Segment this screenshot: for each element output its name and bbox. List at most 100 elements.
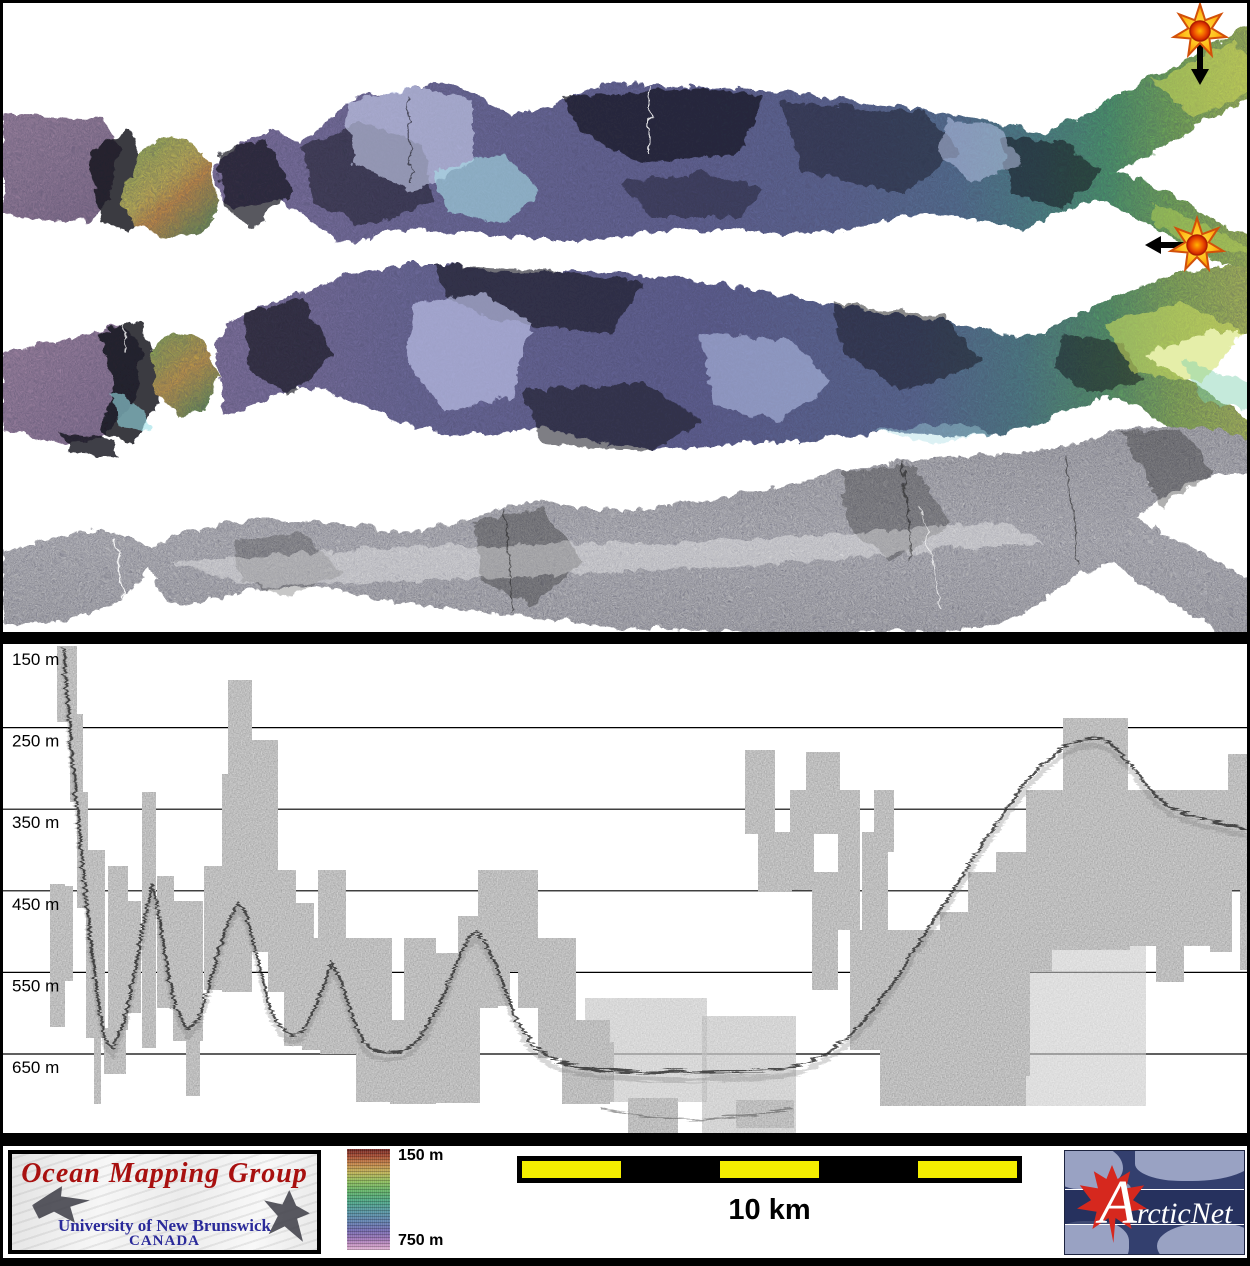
backscatter-dark-patch bbox=[1120, 426, 1210, 505]
panel-divider-bottom bbox=[0, 1133, 1250, 1146]
bathy2-light-patch bbox=[1180, 360, 1250, 408]
bathy1-dark-patch bbox=[620, 170, 760, 215]
coverage-block bbox=[390, 1020, 436, 1104]
omg-country-line: CANADA bbox=[129, 1233, 200, 1249]
backscatter-bright-band bbox=[170, 520, 1040, 585]
sun-illumination-left bbox=[1145, 214, 1227, 273]
survey-track-line bbox=[1061, 451, 1077, 563]
survey-track-line bbox=[121, 299, 127, 353]
depth-label: 350 m bbox=[12, 813, 59, 832]
depth-color-scale bbox=[347, 1149, 390, 1250]
depth-label: 650 m bbox=[12, 1058, 59, 1077]
scale-bar-segment bbox=[621, 1161, 720, 1178]
coverage-block bbox=[64, 886, 73, 981]
coverage-block bbox=[758, 832, 792, 892]
arcticnet-logo: ArcticNet bbox=[1064, 1150, 1245, 1255]
coverage-block bbox=[142, 792, 156, 1048]
echo-coverage-blocks bbox=[50, 646, 1250, 1135]
scale-bar-segment bbox=[918, 1161, 1017, 1178]
bottom-border bbox=[0, 1258, 1250, 1266]
arctic-map-landmass bbox=[1065, 1221, 1129, 1254]
omg-university-line: University of New Brunswick bbox=[58, 1216, 271, 1235]
bathy1-left-fragment-texture bbox=[0, 112, 118, 220]
panel-divider-top bbox=[0, 632, 1250, 644]
coverage-block bbox=[838, 790, 860, 930]
seafloor-echo-shadow bbox=[59, 652, 1250, 1081]
scale-bar-segment bbox=[720, 1161, 819, 1178]
ocean-mapping-group-logo: Ocean Mapping Group University of New Br… bbox=[8, 1150, 321, 1254]
arctic-map-landmass bbox=[1135, 1151, 1244, 1181]
coverage-block bbox=[186, 1040, 200, 1096]
coverage-block bbox=[745, 750, 775, 834]
coverage-block bbox=[77, 792, 88, 908]
footer: Ocean Mapping Group University of New Br… bbox=[0, 1146, 1250, 1258]
survey-track-line bbox=[405, 95, 411, 183]
sun-core bbox=[1186, 234, 1208, 256]
scale-bar-segment bbox=[819, 1161, 918, 1178]
depth-label: 550 m bbox=[12, 976, 59, 995]
bathy1-light-patch bbox=[344, 84, 470, 190]
bathy1-light-patch bbox=[935, 116, 1020, 180]
arrow-head-left-icon bbox=[1145, 236, 1161, 254]
bathy2-dark-patch bbox=[830, 300, 980, 390]
survey-track-line bbox=[900, 459, 909, 561]
depth-axis-labels: 150 m 250 m 350 m 450 m 550 m 650 m bbox=[12, 650, 59, 1077]
survey-track-line bbox=[112, 537, 127, 617]
depth-label: 250 m bbox=[12, 732, 59, 751]
seafloor-echo-line bbox=[60, 645, 1250, 1073]
color-scale-bottom-label: 750 m bbox=[398, 1232, 444, 1249]
coverage-block bbox=[1228, 754, 1250, 810]
coverage-block bbox=[157, 876, 174, 1008]
subbottom-profile-panel: 150 m 250 m 350 m 450 m 550 m 650 m bbox=[0, 645, 1250, 1135]
survey-track-line bbox=[501, 505, 510, 611]
bathy2-light-patch bbox=[700, 330, 830, 420]
scale-bar-label: 10 km bbox=[728, 1194, 811, 1226]
seafloor-trace bbox=[59, 645, 1250, 1120]
arctic-map-landmass bbox=[1157, 1223, 1244, 1254]
arrow-head-down-icon bbox=[1191, 69, 1209, 85]
bathy2-dark-patch bbox=[520, 380, 700, 450]
coverage-block bbox=[806, 752, 840, 834]
bathy2-green-mound-texture bbox=[148, 330, 216, 414]
sub-reflector-line bbox=[597, 1105, 791, 1120]
bathy2-dark-patch bbox=[430, 262, 640, 330]
bathy1-dark-patch bbox=[1000, 135, 1100, 205]
bathy2-light-patch bbox=[870, 420, 990, 440]
color-scale-top-label: 150 m bbox=[398, 1147, 444, 1164]
bathy1-dark-patch bbox=[215, 135, 290, 225]
depth-label: 150 m bbox=[12, 650, 59, 669]
bathy2-cyan-bit bbox=[108, 390, 150, 428]
bathy2-shadow-gap bbox=[96, 318, 160, 440]
bathy2-light-patch bbox=[405, 290, 530, 410]
arcticnet-logo-text: ArcticNet bbox=[1099, 1169, 1233, 1237]
bathy2-highlight bbox=[1100, 300, 1240, 380]
coverage-block bbox=[874, 790, 894, 852]
bathy1-green-mound-texture bbox=[118, 134, 216, 236]
bathy2-shadow-gap bbox=[60, 430, 120, 456]
coverage-block bbox=[1240, 862, 1250, 970]
scale-bar-segment bbox=[522, 1161, 621, 1178]
swath-shapes bbox=[0, 22, 1250, 632]
coverage-block bbox=[1210, 868, 1232, 952]
survey-track-line bbox=[919, 504, 939, 607]
sun-icons bbox=[1145, 0, 1230, 273]
coverage-block bbox=[50, 884, 65, 1027]
coverage-block bbox=[222, 774, 252, 992]
bathy1-dark-patch bbox=[780, 100, 960, 190]
sun-illumination-down bbox=[1170, 0, 1230, 85]
bathy2-dark-patch bbox=[240, 295, 330, 395]
coverage-block bbox=[812, 872, 838, 990]
survey-track-line bbox=[645, 83, 651, 153]
omg-logo-title: Ocean Mapping Group bbox=[21, 1158, 308, 1189]
bathy1-light-patch bbox=[430, 150, 540, 220]
depth-label: 450 m bbox=[12, 895, 59, 914]
coverage-block bbox=[86, 850, 105, 1038]
sun-core bbox=[1189, 20, 1211, 42]
sonar-swath-panel bbox=[0, 0, 1250, 632]
coverage-block bbox=[585, 998, 707, 1102]
coverage-block bbox=[228, 680, 252, 776]
map-scale-bar bbox=[517, 1156, 1022, 1183]
coverage-block bbox=[108, 866, 128, 1030]
coverage-block bbox=[1156, 872, 1184, 982]
